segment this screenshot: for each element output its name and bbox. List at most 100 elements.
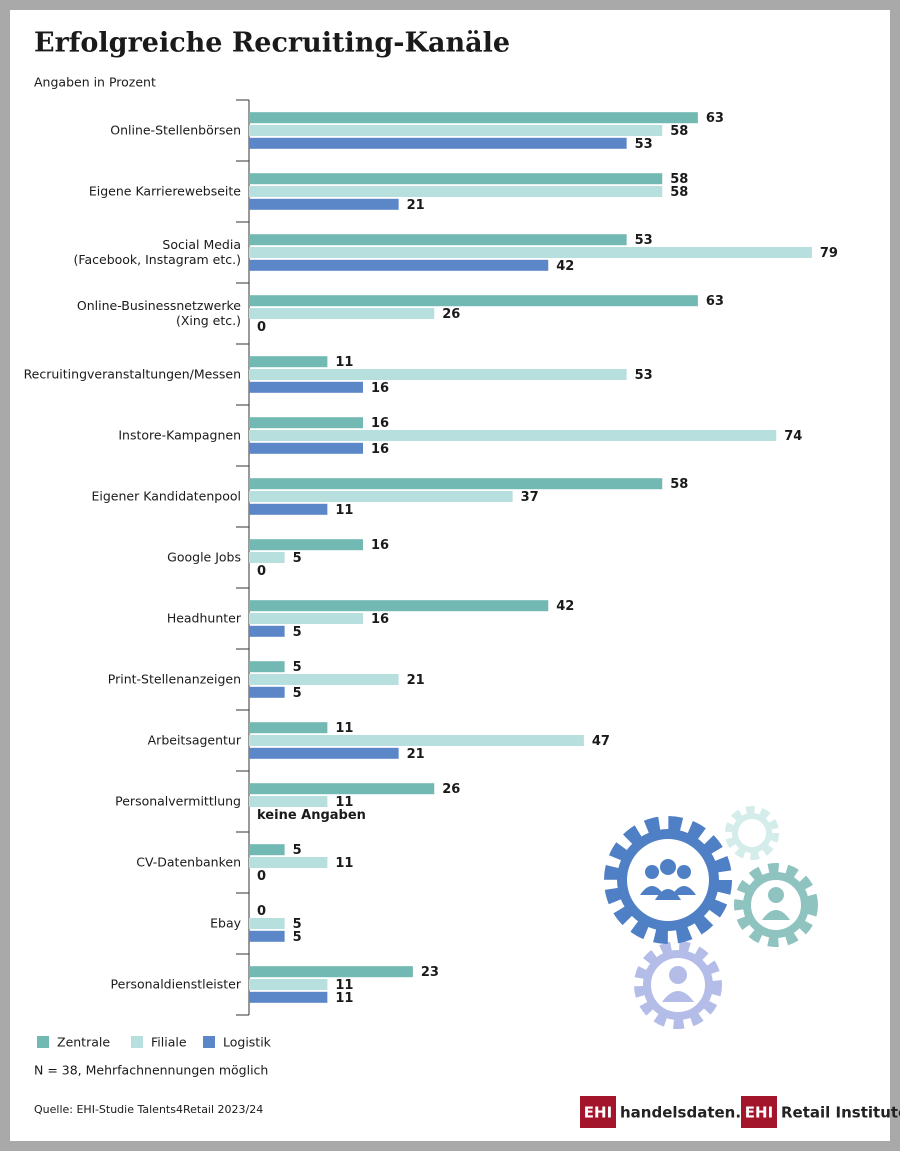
value-label: 11	[335, 856, 353, 871]
value-label: 16	[371, 538, 389, 553]
value-label: 16	[371, 442, 389, 457]
gear	[743, 872, 809, 938]
legend-label: Zentrale	[57, 1035, 110, 1050]
value-label: 16	[371, 416, 389, 431]
illustration	[604, 806, 818, 1029]
value-label: 11	[335, 355, 353, 370]
legend-swatch	[203, 1036, 215, 1048]
gear	[725, 806, 779, 860]
bar	[249, 735, 584, 746]
bar	[249, 295, 698, 307]
note: N = 38, Mehrfachnennungen möglich	[34, 1063, 268, 1078]
value-label: 53	[635, 137, 653, 152]
subtitle: Angaben in Prozent	[34, 75, 156, 90]
value-label: 11	[335, 503, 353, 518]
icon	[669, 966, 687, 984]
value-label: 42	[556, 599, 574, 614]
category-label: Personaldienstleister	[111, 976, 242, 991]
value-label: 63	[706, 294, 724, 309]
bar	[249, 600, 549, 612]
bar	[249, 198, 399, 210]
bar	[249, 112, 698, 124]
value-label: 0	[257, 904, 266, 919]
bar	[249, 552, 285, 563]
category-label: Headhunter	[167, 610, 242, 625]
bar	[249, 722, 328, 734]
bar	[249, 857, 328, 868]
logo-text: handelsdaten.de	[620, 1104, 762, 1122]
value-label: 74	[784, 429, 802, 444]
bar	[249, 503, 328, 515]
gear	[617, 829, 719, 931]
gear	[643, 950, 713, 1020]
value-label: 37	[521, 490, 539, 505]
bar	[249, 783, 435, 795]
category-label: Social Media (Facebook, Instagram etc.)	[74, 237, 241, 267]
bar	[249, 369, 627, 380]
bar	[249, 442, 363, 454]
category-label: Online-Stellenbörsen	[110, 122, 241, 137]
gear	[732, 813, 772, 853]
icon	[762, 910, 790, 920]
value-label: 26	[442, 307, 460, 322]
value-label: 0	[257, 564, 266, 579]
value-label: 11	[335, 978, 353, 993]
value-label: 0	[257, 869, 266, 884]
bar	[249, 356, 328, 368]
value-label: 23	[421, 965, 439, 980]
icon	[660, 859, 676, 875]
value-label: 21	[407, 673, 425, 688]
gear	[634, 941, 722, 1029]
logo-mark: EHI	[745, 1104, 773, 1122]
icon	[640, 886, 696, 900]
legend-swatch	[131, 1036, 143, 1048]
value-label: 11	[335, 721, 353, 736]
value-label: 58	[670, 185, 688, 200]
category-label: Google Jobs	[167, 549, 241, 564]
value-label: 58	[670, 124, 688, 139]
bar	[249, 613, 363, 624]
bar	[249, 539, 363, 551]
chart-title: Erfolgreiche Recruiting-Kanäle	[34, 28, 510, 59]
bar	[249, 478, 663, 490]
value-label: 5	[293, 551, 302, 566]
category-label: Print-Stellenanzeigen	[108, 671, 241, 686]
value-label: 0	[257, 320, 266, 335]
bar	[249, 661, 285, 673]
logo-mark-box	[741, 1096, 777, 1128]
bar	[249, 186, 663, 197]
gear	[604, 816, 732, 944]
bar	[249, 991, 328, 1003]
bar	[249, 430, 777, 441]
bar	[249, 125, 663, 136]
value-label: 47	[592, 734, 610, 749]
value-label: 16	[371, 381, 389, 396]
bar	[249, 308, 435, 319]
category-label: Personalvermittlung	[115, 793, 241, 808]
icon	[645, 865, 659, 879]
logo-text: Retail Institute®	[781, 1104, 900, 1122]
bar	[249, 747, 399, 759]
value-label: 5	[293, 660, 302, 675]
legend-swatch	[37, 1036, 49, 1048]
bar	[249, 930, 285, 942]
value-label: 58	[670, 477, 688, 492]
value-label: 63	[706, 111, 724, 126]
value-label: keine Angaben	[257, 808, 366, 823]
value-label: 5	[293, 917, 302, 932]
value-label: 79	[820, 246, 838, 261]
value-label: 21	[407, 198, 425, 213]
logo-mark: EHI	[584, 1104, 612, 1122]
bar	[249, 234, 627, 246]
logo-mark-box	[580, 1096, 616, 1128]
category-label: Instore-Kampagnen	[118, 427, 241, 442]
source: Quelle: EHI-Studie Talents4Retail 2023/2…	[34, 1103, 263, 1116]
icon	[662, 991, 694, 1002]
category-label: Online-Businessnetzwerke (Xing etc.)	[77, 298, 241, 328]
category-label: Ebay	[210, 915, 241, 930]
value-label: 42	[556, 259, 574, 274]
category-label: Eigener Kandidatenpool	[92, 488, 242, 503]
bar	[249, 173, 663, 185]
bar	[249, 381, 363, 393]
